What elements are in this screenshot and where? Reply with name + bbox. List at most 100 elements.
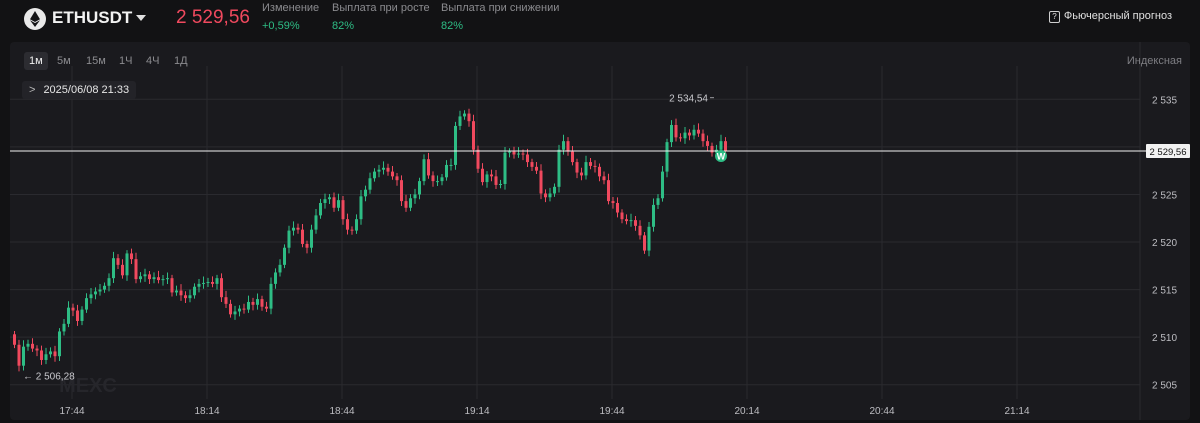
candle-body: [337, 200, 340, 208]
candle-body: [58, 331, 61, 357]
candle-body: [724, 141, 727, 152]
timeframe-5[interactable]: 4Ч: [146, 55, 160, 67]
y-tick-label: 2 520: [1152, 238, 1177, 249]
candle-body: [620, 212, 624, 220]
candle-body: [472, 121, 475, 150]
date-display[interactable]: >2025/06/08 21:33: [22, 81, 137, 99]
stat-payout-up: Выплата при росте 82%: [332, 2, 430, 32]
timeframe-1[interactable]: 1м: [24, 52, 48, 70]
candle-body: [341, 200, 345, 220]
candle-body: [454, 125, 457, 165]
candle-body: [184, 295, 187, 299]
timeframe-6[interactable]: 1Д: [174, 55, 188, 67]
candle-body: [40, 350, 43, 360]
candle-body: [710, 145, 714, 153]
index-price-toggle[interactable]: Индексная: [1126, 55, 1182, 67]
candle-body: [418, 181, 421, 195]
candle-body: [161, 279, 165, 281]
candle-body: [625, 219, 628, 222]
candle-body: [238, 308, 241, 312]
candle-body: [103, 285, 106, 290]
candle-body: [17, 344, 21, 366]
candle-body: [526, 154, 529, 163]
candle-body: [170, 278, 174, 293]
candle-body: [71, 307, 75, 311]
stat-label: Выплата при снижении: [441, 2, 560, 14]
candle-body: [395, 176, 399, 181]
timeframe-4[interactable]: 1Ч: [119, 55, 133, 67]
stat-label: Выплата при росте: [332, 2, 430, 14]
timeframe-3[interactable]: 15м: [86, 55, 106, 67]
candle-body: [634, 220, 637, 226]
candle-body: [449, 164, 453, 166]
candle-body: [508, 151, 511, 153]
x-tick-label: 19:44: [599, 406, 624, 417]
symbol-name[interactable]: ETHUSDT: [52, 8, 133, 27]
y-tick-label: 2 525: [1152, 190, 1177, 201]
futures-forecast-link[interactable]: ? Фьючерсный прогноз: [1048, 10, 1172, 23]
candle-body: [386, 167, 390, 172]
candle-body: [431, 175, 435, 182]
candle-body: [458, 116, 462, 126]
candle-body: [512, 151, 516, 155]
candle-body: [283, 247, 286, 265]
watermark-logo: MEXC: [59, 375, 117, 397]
timeframe-2[interactable]: 5м: [57, 55, 71, 67]
candle-body: [323, 199, 327, 204]
current-price-label: 2 529,56: [1150, 147, 1187, 158]
candle-body: [535, 166, 538, 171]
candle-body: [193, 286, 196, 296]
candle-body: [98, 289, 102, 292]
candlestick-chart[interactable]: 17:44 18:14 18:44 19:14 19:44 20:14 20:44 21:14…: [10, 42, 1190, 420]
stat-value: +0,59%: [262, 20, 300, 32]
high-annotation: 2 534,54: [669, 94, 708, 105]
candle-body: [125, 253, 129, 276]
candle-body: [692, 129, 696, 136]
candle-body: [242, 308, 246, 310]
candle-body: [490, 174, 493, 177]
candle-body: [188, 295, 192, 299]
y-tick-label: 2 535: [1152, 95, 1177, 106]
candle-body: [409, 198, 412, 208]
candle-body: [440, 177, 444, 182]
chevron-down-icon[interactable]: [136, 15, 146, 21]
w-marker-label: W: [717, 152, 726, 162]
candle-body: [328, 197, 331, 200]
candle-body: [566, 141, 570, 152]
candle-body: [274, 272, 277, 284]
candle-body: [368, 178, 372, 190]
candle-body: [350, 229, 354, 231]
candle-body: [152, 277, 156, 280]
x-tick-label: 18:44: [329, 406, 354, 417]
candle-body: [661, 171, 664, 199]
candle-body: [80, 309, 84, 321]
candle-body: [391, 171, 394, 177]
candle-body: [427, 159, 430, 176]
candle-body: [697, 129, 700, 134]
candle-body: [269, 283, 273, 309]
candle-body: [157, 277, 160, 281]
candle-body: [256, 299, 259, 305]
candle-body: [310, 229, 313, 248]
candle-body: [706, 141, 709, 146]
candle-body: [571, 151, 574, 163]
candle-body: [584, 162, 588, 176]
candle-body: [94, 291, 97, 295]
ethereum-icon: [24, 8, 46, 30]
w-marker: [715, 150, 727, 163]
candle-body: [346, 219, 349, 230]
candle-body: [629, 220, 633, 222]
candle-body: [481, 168, 484, 183]
candle-body: [31, 343, 34, 349]
candle-body: [359, 196, 363, 220]
candle-body: [116, 258, 120, 265]
candle-body: [13, 334, 16, 345]
x-tick-label: 20:44: [869, 406, 894, 417]
candle-body: [553, 186, 556, 194]
chart-panel[interactable]: 17:44 18:14 18:44 19:14 19:44 20:14 20:44 21:14…: [10, 42, 1190, 420]
candle-body: [652, 204, 655, 227]
candle-body: [557, 149, 561, 187]
stat-value: 82%: [441, 20, 464, 32]
candle-body: [647, 226, 651, 251]
candle-body: [580, 172, 583, 176]
